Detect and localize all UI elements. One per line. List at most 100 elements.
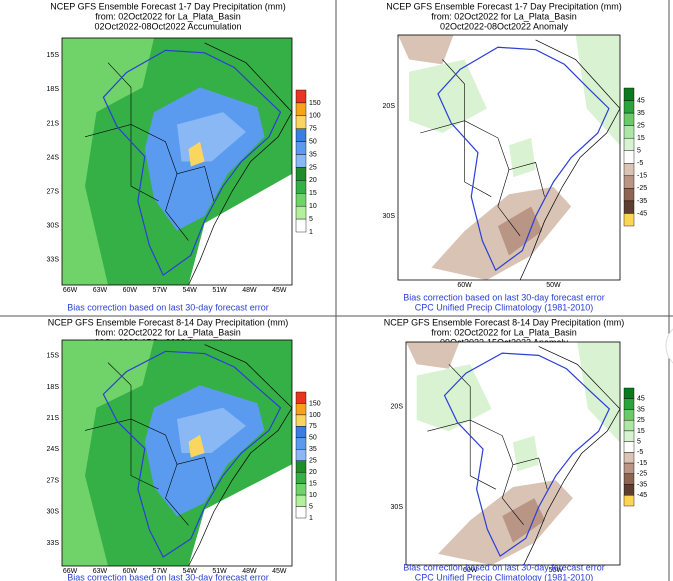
border bbox=[176, 457, 215, 490]
border bbox=[84, 418, 189, 526]
panel: NCEP GFS Ensemble Forecast 8-14 Day Prec… bbox=[47, 317, 321, 581]
lon-label: 57W bbox=[153, 287, 168, 294]
colorbar-swatch bbox=[295, 437, 307, 450]
coastline bbox=[523, 346, 621, 566]
colorbar-label: -15 bbox=[637, 460, 647, 467]
map-region bbox=[62, 340, 154, 566]
border bbox=[176, 166, 215, 202]
lat-label: 24S bbox=[47, 446, 60, 453]
lat-label: 30S bbox=[47, 509, 60, 516]
basin-outline bbox=[102, 350, 282, 558]
colorbar-label: 5 bbox=[309, 216, 313, 223]
colorbar-swatch bbox=[623, 87, 635, 101]
lon-label: 66W bbox=[63, 568, 78, 575]
colorbar-swatch bbox=[623, 125, 635, 139]
map-frame bbox=[61, 339, 293, 567]
colorbar-label: 150 bbox=[309, 400, 321, 407]
border bbox=[130, 419, 159, 490]
lon-label: 63W bbox=[93, 568, 108, 575]
colorbar-swatch bbox=[295, 115, 307, 129]
panel-title: from: 02Oct2022 for La_Plata_Basin bbox=[95, 327, 241, 337]
border bbox=[130, 124, 159, 202]
map-region bbox=[188, 141, 205, 167]
map-region bbox=[409, 59, 487, 133]
colorbar-swatch bbox=[623, 473, 635, 485]
colorbar-label: 10 bbox=[309, 492, 317, 499]
lat-label: 18S bbox=[47, 86, 60, 93]
colorbar-swatch bbox=[295, 391, 307, 404]
lat-label: 20S bbox=[383, 103, 396, 110]
basin-outline bbox=[437, 46, 610, 272]
footer-note: Bias correction based on last 30-day for… bbox=[67, 572, 269, 581]
basin-outline bbox=[102, 49, 282, 277]
colorbar-swatch bbox=[295, 205, 307, 220]
colorbar-swatch bbox=[623, 188, 635, 202]
colorbar-label: -45 bbox=[637, 492, 647, 499]
colorbar-label: 5 bbox=[309, 503, 313, 510]
colorbar-label: -5 bbox=[637, 160, 643, 167]
colorbar-label: 35 bbox=[309, 151, 317, 158]
colorbar-swatch bbox=[295, 403, 307, 416]
colorbar-swatch bbox=[295, 426, 307, 439]
colorbar-swatch bbox=[295, 449, 307, 461]
lon-label: 57W bbox=[153, 568, 168, 575]
lat-label: 21S bbox=[47, 120, 60, 127]
colorbar-label: -15 bbox=[637, 173, 647, 180]
colorbar-swatch bbox=[295, 180, 307, 194]
colorbar-label: 100 bbox=[309, 412, 321, 419]
colorbar-label: 35 bbox=[637, 406, 645, 413]
map-region bbox=[575, 35, 620, 146]
colorbar-label: 35 bbox=[637, 110, 645, 117]
colorbar-swatch bbox=[623, 112, 635, 126]
colorbar-swatch bbox=[295, 218, 307, 233]
lon-label: 60W bbox=[123, 287, 138, 294]
colorbar-swatch bbox=[295, 460, 307, 473]
colorbar-swatch bbox=[295, 89, 307, 104]
colorbar-label: 5 bbox=[637, 148, 641, 155]
colorbar-swatch bbox=[295, 167, 307, 181]
map-region bbox=[188, 173, 292, 285]
basin-outline bbox=[443, 352, 611, 557]
colorbar-label: 50 bbox=[309, 138, 317, 145]
colorbar-swatch bbox=[295, 154, 307, 168]
footer-note: Bias correction based on last 30-day for… bbox=[403, 292, 605, 302]
map-region bbox=[416, 364, 492, 432]
colorbar-swatch bbox=[295, 414, 307, 427]
colorbar-swatch bbox=[623, 495, 635, 507]
colorbar-label: -35 bbox=[637, 481, 647, 488]
lat-label: 21S bbox=[47, 415, 60, 422]
colorbar-swatch bbox=[623, 430, 635, 442]
map-region bbox=[509, 137, 536, 178]
lat-label: 33S bbox=[47, 257, 60, 264]
colorbar-label: -35 bbox=[637, 198, 647, 205]
colorbar-swatch bbox=[623, 387, 635, 399]
scroll-button[interactable] bbox=[665, 322, 673, 370]
colorbar-label: 35 bbox=[309, 446, 317, 453]
colorbar-label: 50 bbox=[309, 435, 317, 442]
colorbar-swatch bbox=[623, 150, 635, 164]
colorbar-swatch bbox=[623, 462, 635, 475]
lat-label: 24S bbox=[47, 154, 60, 161]
lon-label: 45W bbox=[272, 568, 287, 575]
colorbar-label: 75 bbox=[309, 423, 317, 430]
panel: NCEP GFS Ensemble Forecast 8-14 Day Prec… bbox=[384, 317, 647, 581]
colorbar-label: 10 bbox=[309, 203, 317, 210]
lon-label: 45W bbox=[272, 287, 287, 294]
map-frame bbox=[405, 341, 621, 566]
colorbar-swatch bbox=[295, 506, 307, 519]
lat-label: 15S bbox=[47, 353, 60, 360]
panel: NCEP GFS Ensemble Forecast 1-7 Day Preci… bbox=[383, 1, 648, 312]
colorbar-label: 15 bbox=[309, 190, 317, 197]
lon-label: 63W bbox=[93, 287, 108, 294]
map-region bbox=[398, 35, 454, 65]
colorbar-swatch bbox=[623, 452, 635, 464]
lon-label: 48W bbox=[242, 287, 257, 294]
colorbar-swatch bbox=[295, 102, 307, 117]
map-region bbox=[497, 206, 543, 256]
map-frame bbox=[61, 37, 293, 286]
colorbar-label: 25 bbox=[309, 458, 317, 465]
colorbar-label: 1 bbox=[309, 515, 313, 522]
colorbar-label: 15 bbox=[637, 135, 645, 142]
colorbar-swatch bbox=[623, 163, 635, 177]
